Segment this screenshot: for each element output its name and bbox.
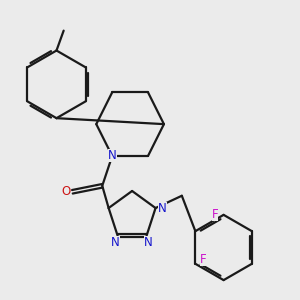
Text: N: N xyxy=(144,236,153,249)
Text: O: O xyxy=(62,185,71,198)
Text: F: F xyxy=(212,208,218,221)
Text: N: N xyxy=(158,202,167,214)
Text: N: N xyxy=(108,149,117,163)
Text: F: F xyxy=(200,253,207,266)
Text: N: N xyxy=(111,236,120,249)
